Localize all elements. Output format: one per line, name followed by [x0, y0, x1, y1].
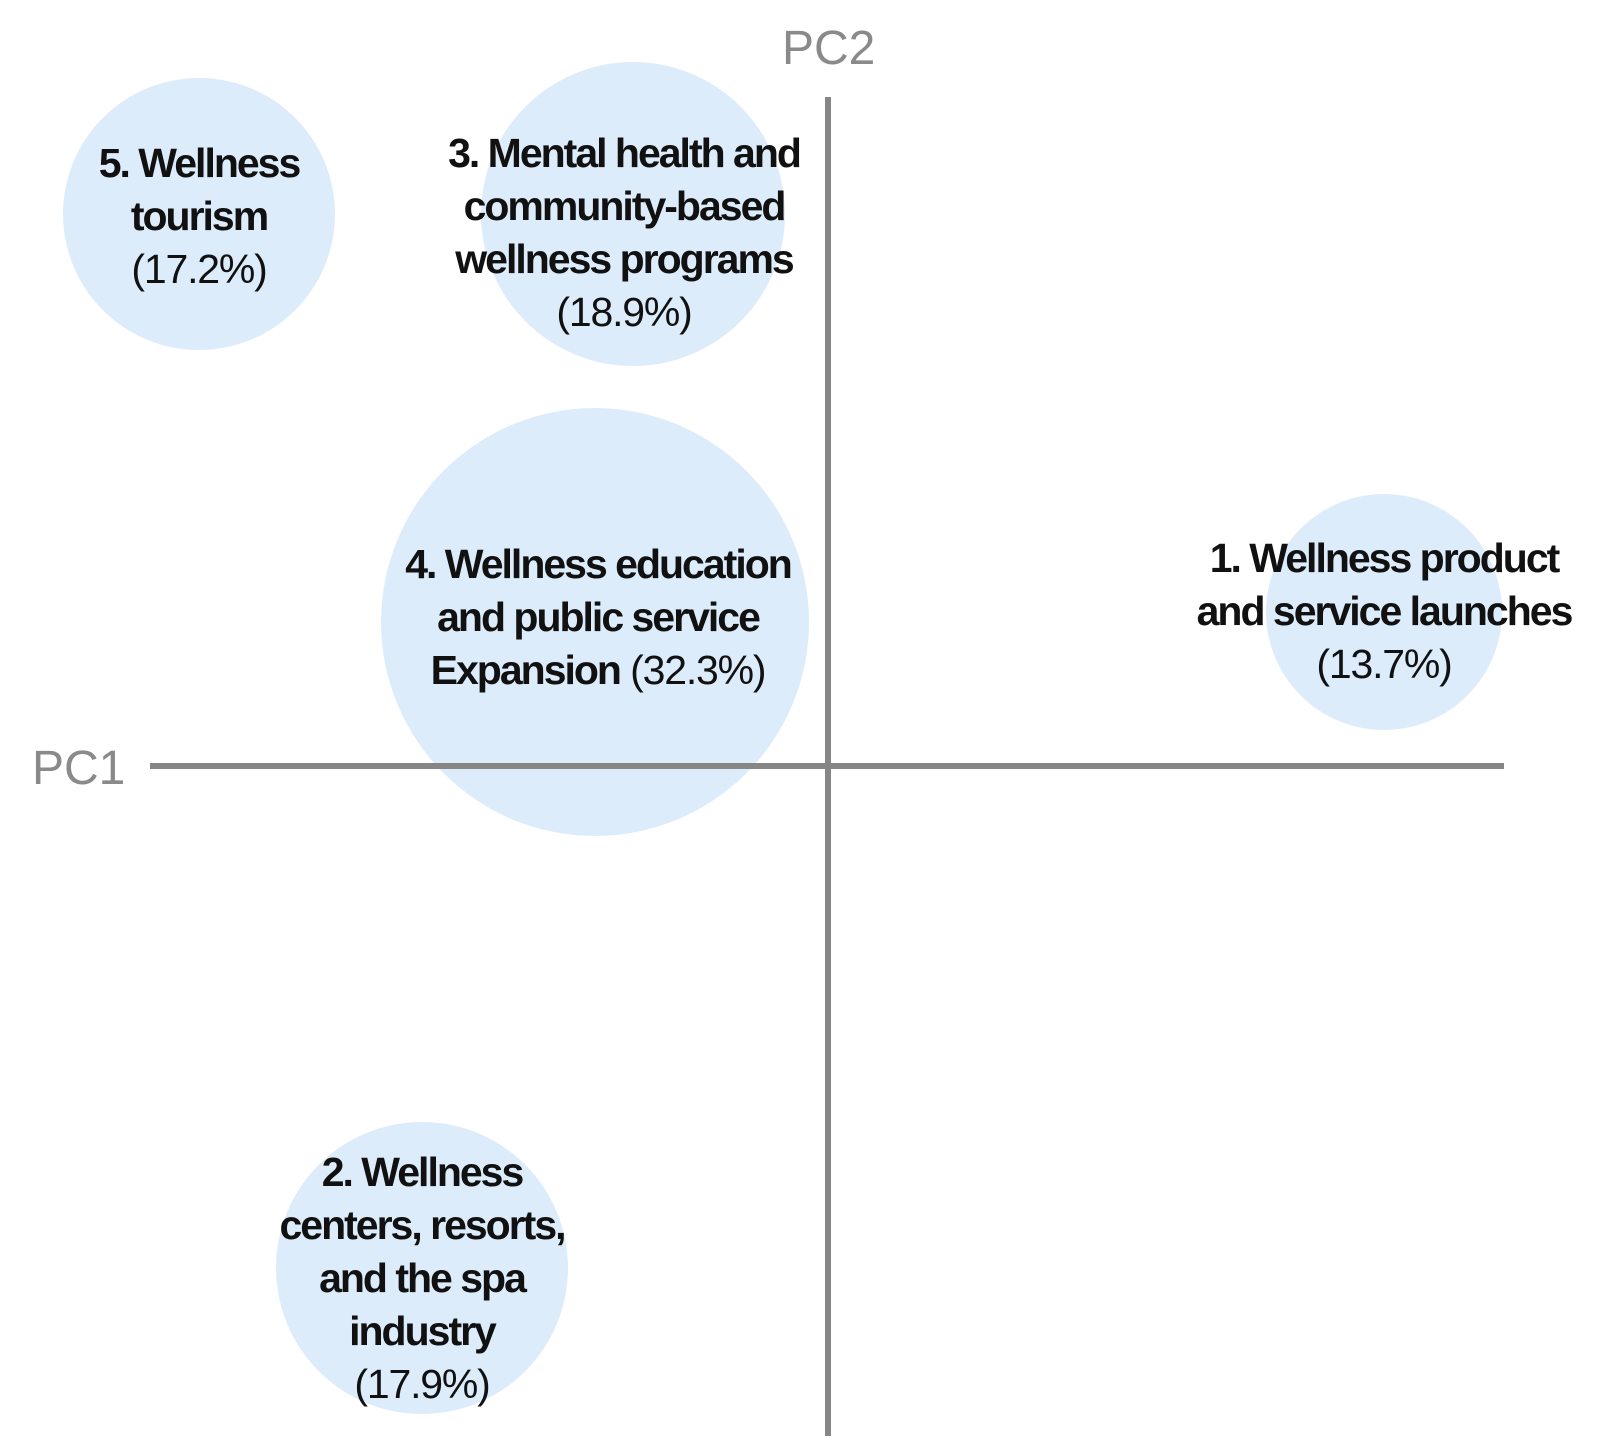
bubble-percent: (32.3%)	[630, 647, 766, 693]
bubble-label-text: tourism	[130, 193, 269, 239]
bubble-label-line: community-based	[448, 180, 800, 233]
bubble-label-text: 2. Wellness	[321, 1149, 525, 1195]
bubble-percent: (13.7%)	[1316, 641, 1452, 687]
bubble-percent: (18.9%)	[556, 289, 692, 335]
bubble-label-line: and the spa	[279, 1252, 564, 1305]
bubble-label-line: 2. Wellness	[279, 1146, 564, 1199]
bubble-label-text: centers, resorts,	[279, 1202, 566, 1248]
bubble-label-text: community-based	[463, 183, 787, 229]
bubble-label-line: and public service	[405, 591, 791, 644]
bubble-5	[63, 78, 335, 350]
bubble-label-text: and public service	[437, 594, 761, 640]
bubble-label-5: 5. Wellness tourism (17.2%)	[98, 137, 302, 296]
bubble-label-text: wellness programs	[455, 236, 794, 282]
bubble-label-line: industry	[279, 1305, 564, 1358]
bubble-label-text: industry	[349, 1308, 497, 1354]
bubble-label-text: 1. Wellness product	[1209, 535, 1561, 581]
bubble-label-line: Expansion (32.3%)	[405, 644, 791, 697]
bubble-label-4: 4. Wellness education and public service E…	[405, 538, 793, 697]
bubble-percent: (17.9%)	[354, 1361, 490, 1407]
bubble-label-3: 3. Mental health and community-based welln…	[448, 127, 802, 339]
bubble-label-line: and service launches	[1196, 585, 1574, 638]
bubble-label-line: 4. Wellness education	[405, 538, 793, 591]
bubble-percent: (17.2%)	[131, 246, 267, 292]
bubble-label-text: Expansion	[430, 647, 622, 693]
bubble-label-text: 3. Mental health and	[448, 130, 802, 176]
bubble-label-1: 1. Wellness product and service launches (…	[1196, 532, 1574, 691]
bubbles-layer	[63, 62, 1502, 1414]
bubble-label-text: 4. Wellness education	[405, 541, 793, 587]
bubble-2	[276, 1122, 568, 1414]
bubble-label-line: 5. Wellness	[98, 137, 302, 190]
bubble-label-2: 2. Wellness centers, resorts, and the spa i…	[279, 1146, 566, 1411]
pc2-axis-label: PC2	[782, 22, 875, 75]
bubble-label-line: wellness programs	[448, 233, 800, 286]
bubble-3	[481, 62, 785, 366]
pc1-axis-label: PC1	[32, 742, 125, 795]
bubble-label-text: and service launches	[1196, 588, 1574, 634]
bubble-label-line: 1. Wellness product	[1197, 532, 1572, 585]
bubble-label-text: 5. Wellness	[98, 140, 302, 186]
bubble-label-line: 3. Mental health and	[448, 127, 802, 180]
bubble-1	[1266, 494, 1502, 730]
bubble-4	[381, 408, 809, 836]
bubble-label-line: tourism	[99, 190, 300, 243]
bubble-label-line: centers, resorts,	[279, 1199, 566, 1252]
bubble-label-text: and the spa	[319, 1255, 527, 1301]
